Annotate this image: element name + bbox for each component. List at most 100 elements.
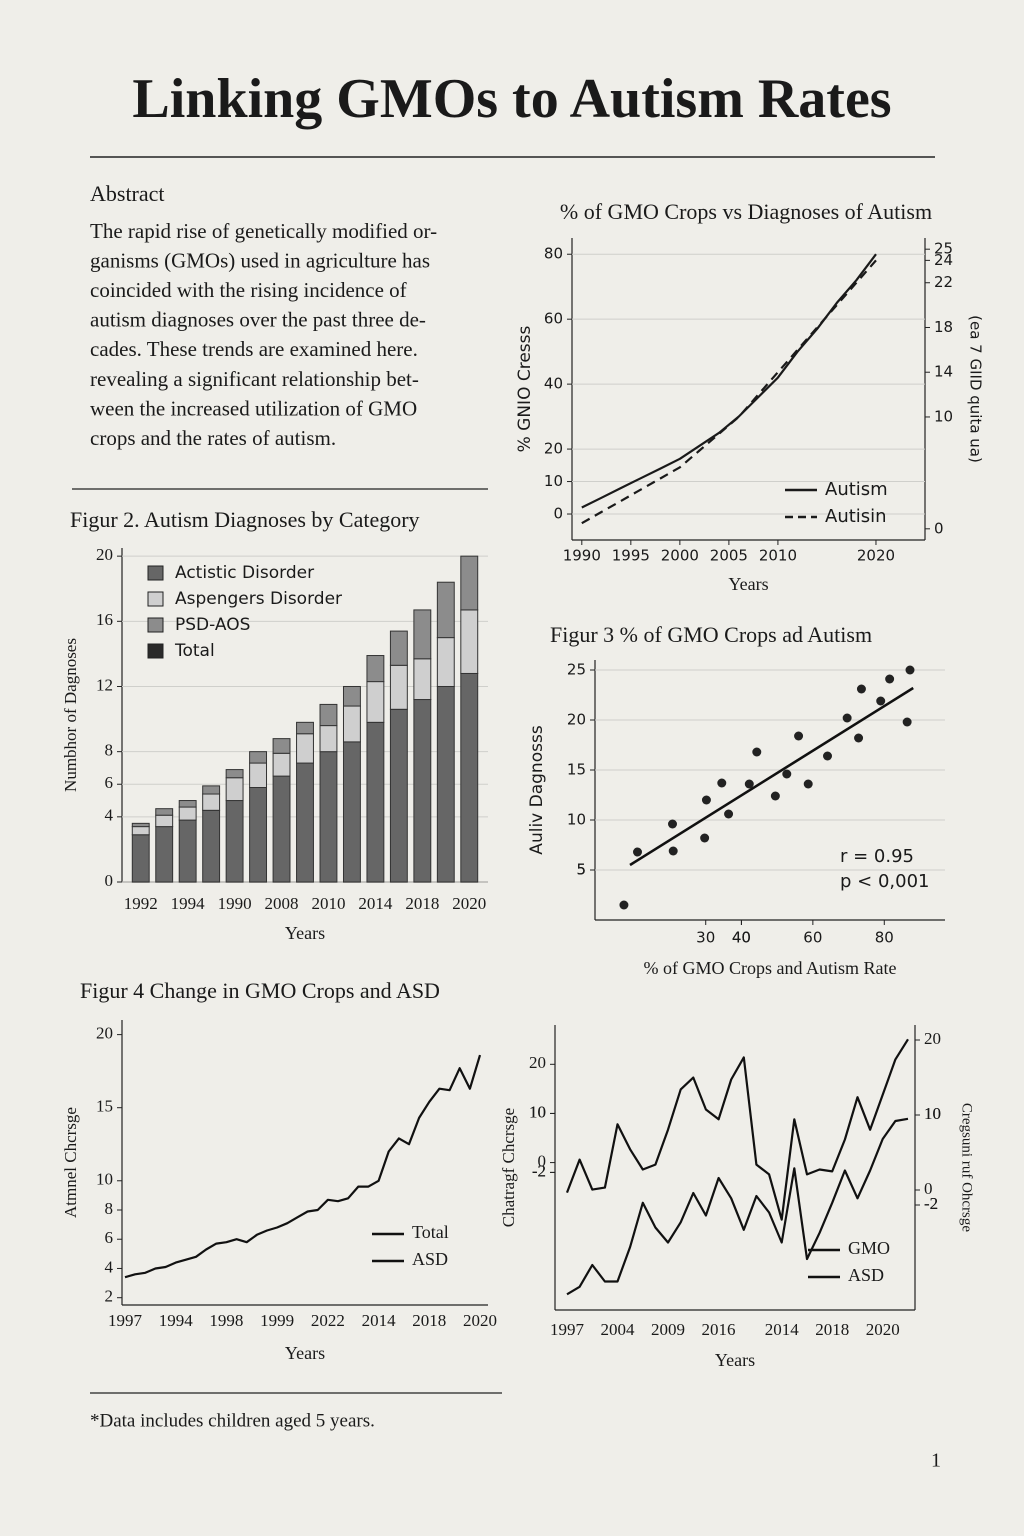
legend-label: GMO xyxy=(848,1238,890,1258)
legend-swatch xyxy=(147,643,164,659)
legend-label: PSD-AOS xyxy=(175,615,250,635)
y2-axis-label: (ea 7 GIID quita ua) xyxy=(967,315,985,463)
y2-tick-label: 25 xyxy=(934,240,953,258)
x-tick-label: 2016 xyxy=(702,1320,736,1339)
x-tick-label: 2020 xyxy=(452,894,486,913)
y-tick-label: 60 xyxy=(544,310,563,328)
x-tick-label: 2020 xyxy=(463,1311,497,1330)
bar-segment xyxy=(178,800,197,808)
bar-segment xyxy=(155,808,174,816)
y2-tick-label: 22 xyxy=(934,273,953,291)
y-tick-label: 8 xyxy=(105,741,114,760)
x-tick-label: 80 xyxy=(875,929,894,947)
abstract-body: The rapid rise of genetically modified o… xyxy=(90,219,437,450)
y-tick-label: 20 xyxy=(567,711,586,729)
bar-segment xyxy=(436,581,455,639)
series-line xyxy=(566,1117,909,1296)
bar-segment xyxy=(225,777,244,802)
scatter-point xyxy=(782,769,792,779)
bar-segment xyxy=(202,809,221,883)
y2-tick-label: 0 xyxy=(924,1179,933,1198)
legend-label: Total xyxy=(412,1222,449,1242)
scatter-point xyxy=(668,846,678,856)
series-line xyxy=(124,1054,482,1279)
bar-segment xyxy=(272,775,291,883)
bar-segment xyxy=(342,741,361,883)
legend-label: Aspengers Disorder xyxy=(175,589,342,609)
bar-segment xyxy=(225,769,244,779)
y-tick-label: 20 xyxy=(544,440,563,458)
y-tick-label: 20 xyxy=(96,1024,113,1043)
x-tick-label: 2004 xyxy=(601,1320,636,1339)
bar-segment xyxy=(296,762,314,883)
y2-axis-label: Cregsuni ruf Ohcrsge xyxy=(959,1103,975,1232)
x-tick-label: 1999 xyxy=(260,1311,294,1330)
y-tick-label: 5 xyxy=(576,861,586,879)
x-tick-label: 2010 xyxy=(759,547,797,565)
y-tick-label: 10 xyxy=(567,811,586,829)
y2-tick-label: 10 xyxy=(924,1104,941,1123)
y-tick-label: 15 xyxy=(567,761,586,779)
bar-segment xyxy=(202,793,221,811)
chart-title: Figur 3 % of GMO Crops ad Autism xyxy=(550,622,872,647)
scatter-point xyxy=(619,900,629,910)
legend-label: Autism xyxy=(825,479,888,500)
bar-segment xyxy=(389,630,408,666)
figures: % of GMO Crops vs Diagnoses of Autism 0 10… xyxy=(61,199,985,1370)
x-tick-label: 30 xyxy=(696,929,715,947)
y-tick-label: 10 xyxy=(544,472,563,490)
x-axis-label: Years xyxy=(728,574,768,594)
legend-swatch xyxy=(147,565,164,581)
scatter-point xyxy=(668,819,677,829)
y-axis-label: Auliv Dagnosss xyxy=(527,725,547,855)
bar-segment xyxy=(319,703,338,727)
bar-segment xyxy=(249,751,268,764)
y-tick-label: 25 xyxy=(567,661,586,679)
figure: Figur 4 Change in GMO Crops and ASD 2 4 6 8 1… xyxy=(61,978,497,1363)
y2-tick-label: -2 xyxy=(924,1194,938,1213)
y-axis-label: Numbhor of Dagnoses xyxy=(61,638,80,792)
abstract-line: revealing a significant relationship bet… xyxy=(90,367,419,391)
bar-segment xyxy=(225,800,244,883)
bar-segment xyxy=(178,819,197,883)
x-tick-label: 1990 xyxy=(563,547,601,565)
abstract-line: coincided with the rising incidence of xyxy=(90,278,407,302)
x-tick-label: 2020 xyxy=(866,1320,900,1339)
abstract-line: crops and the rates of autism. xyxy=(90,426,336,450)
y-axis-label: Atmnel Chcrsge xyxy=(61,1107,80,1218)
page-title: Linking GMOs to Autism Rates xyxy=(132,68,891,130)
y2-tick-label: 24 xyxy=(934,251,953,269)
x-tick-label: 2018 xyxy=(412,1311,446,1330)
figure: Figur 2. Autism Diagnoses by Category 0 6 4… xyxy=(61,507,488,943)
x-tick-label: 1997 xyxy=(108,1311,143,1330)
chart-title: Figur 2. Autism Diagnoses by Category xyxy=(70,507,420,532)
abstract-line: cades. These trends are examined here. xyxy=(90,337,418,361)
bar-segment xyxy=(342,705,361,743)
x-tick-label: 2005 xyxy=(710,547,748,565)
bar-segment xyxy=(178,806,197,821)
scatter-point xyxy=(701,795,711,805)
x-axis-label: % of GMO Crops and Autism Rate xyxy=(644,958,897,978)
abstract-line: The rapid rise of genetically modified o… xyxy=(90,219,437,243)
x-tick-label: 1997 xyxy=(550,1320,585,1339)
x-axis-label: Years xyxy=(715,1350,755,1370)
scatter-point xyxy=(803,779,813,789)
figure: Figur 3 % of GMO Crops ad Autism55101520… xyxy=(527,622,945,978)
y-tick-label: 20 xyxy=(529,1053,546,1072)
bar-segment xyxy=(389,664,408,710)
y2-tick-label: 10 xyxy=(924,1104,941,1123)
bar-segment xyxy=(366,721,385,883)
bar-segment xyxy=(249,787,268,883)
y-tick-label: 4 xyxy=(105,1257,114,1276)
bar-segment xyxy=(272,738,291,754)
scatter-point xyxy=(633,847,642,857)
x-tick-label: 60 xyxy=(803,929,822,947)
scatter-point xyxy=(794,731,804,741)
y-tick-label: -2 xyxy=(532,1161,546,1180)
y-axis-label: Chatragf Chcrsge xyxy=(499,1108,518,1227)
y-tick-label: 15 xyxy=(96,1097,113,1116)
x-tick-label: 2014 xyxy=(765,1320,800,1339)
x-tick-label: 1992 xyxy=(124,894,158,913)
